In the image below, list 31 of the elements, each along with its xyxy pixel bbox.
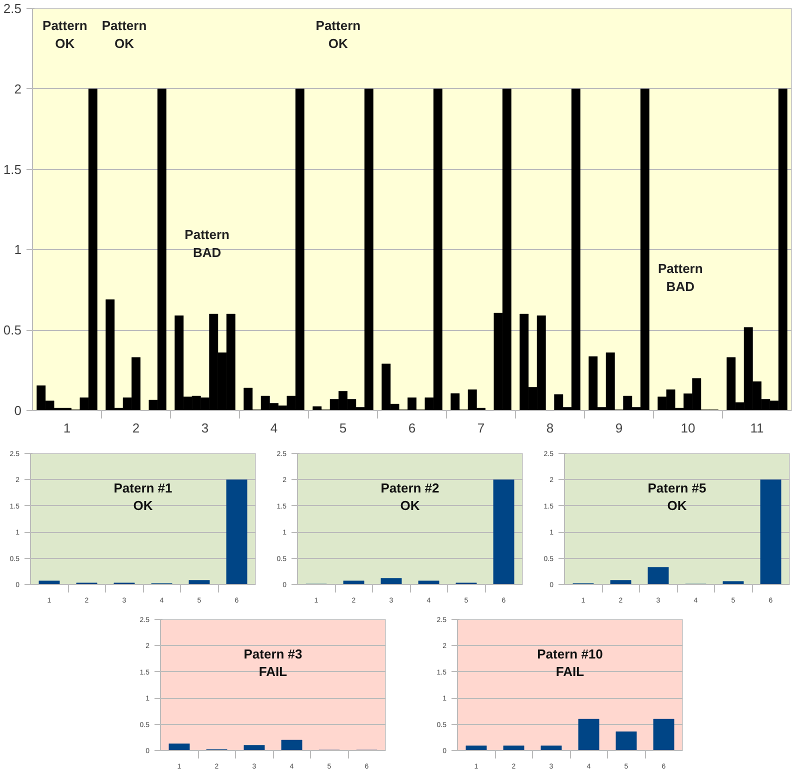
x-tick-label: 9: [615, 420, 623, 436]
x-tick-label: 3: [201, 420, 209, 436]
text: OK: [667, 498, 688, 514]
text: Patern #2: [380, 480, 440, 496]
x-tick-label: 4: [270, 420, 278, 436]
x-tick-label: 1: [63, 420, 71, 436]
y-tick-label: 2: [14, 81, 22, 96]
text: Patern #5: [648, 480, 706, 496]
x-tick-label: 8: [546, 420, 554, 436]
annotation: Pattern BAD: [658, 260, 703, 294]
y-tick-label: 0.5: [3, 322, 22, 338]
text: OK: [400, 498, 420, 514]
annotation: Pattern OK: [42, 18, 88, 52]
y-tick-label: 1.5: [3, 162, 22, 177]
x-tick-label: 6: [408, 420, 416, 436]
text: Patern #3: [244, 646, 302, 662]
y-tick-label: 2.5: [3, 1, 22, 16]
annotation: Pattern BAD: [184, 227, 230, 260]
x-tick-label: 10: [680, 420, 696, 436]
text: FAIL: [258, 664, 288, 680]
x-tick-label: 11: [750, 420, 764, 436]
text: OK: [133, 498, 154, 514]
text: Patern #10: [537, 646, 603, 662]
x-tick-label: 7: [477, 420, 485, 436]
x-tick-label: 5: [339, 420, 347, 436]
y-tick-label: 0: [14, 403, 22, 418]
text: FAIL: [556, 664, 584, 680]
annotation: Pattern OK: [316, 18, 361, 52]
y-tick-label: 1: [14, 242, 22, 258]
text: Patern #1: [114, 480, 172, 496]
annotation: Pattern OK: [102, 18, 147, 52]
